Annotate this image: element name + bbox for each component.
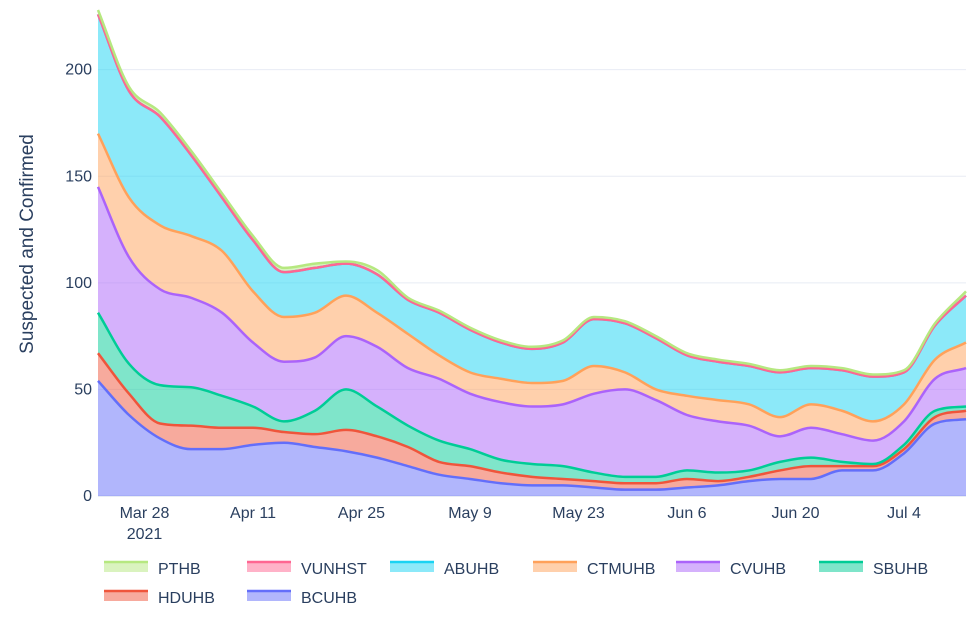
legend: PTHB VUNHST ABUHB CTMUHB CVUHB SBUHB HDUHB BCUH… <box>104 560 928 607</box>
legend-item-sbuhb[interactable]: SBUHB <box>819 560 928 578</box>
legend-item-ctmuhb[interactable]: CTMUHB <box>533 560 655 578</box>
legend-label: PTHB <box>158 561 201 578</box>
line-pthb <box>96 9 967 376</box>
legend-item-cvuhb[interactable]: CVUHB <box>676 560 786 578</box>
line-hduhb <box>97 352 967 485</box>
legend-swatch-fill <box>533 562 577 572</box>
y-tick-label: 100 <box>65 275 92 292</box>
line-vunhst <box>96 13 967 378</box>
x-tick-label: Apr 11 <box>230 505 276 522</box>
line-layer <box>96 9 967 491</box>
legend-item-bcuhb[interactable]: BCUHB <box>247 589 357 607</box>
legend-label: HDUHB <box>158 590 215 607</box>
y-tick-label: 200 <box>65 62 92 79</box>
line-cvuhb <box>96 186 967 442</box>
legend-swatch-fill <box>676 562 720 572</box>
area-layer <box>98 10 966 496</box>
legend-swatch-fill <box>104 562 148 572</box>
x-tick-label: May 9 <box>448 505 492 522</box>
legend-item-abuhb[interactable]: ABUHB <box>390 560 499 578</box>
area-bcuhb <box>98 380 966 496</box>
x-tick-label: Jul 4 <box>887 505 921 522</box>
legend-swatch-fill <box>247 591 291 601</box>
area-abuhb <box>98 14 966 422</box>
legend-label: SBUHB <box>873 561 928 578</box>
line-sbuhb <box>96 312 967 479</box>
line-ctmuhb <box>96 133 967 423</box>
x-tick-label: Jun 20 <box>771 505 819 522</box>
legend-item-pthb[interactable]: PTHB <box>104 560 201 578</box>
y-tick-label: 50 <box>74 381 92 398</box>
legend-label: ABUHB <box>444 561 499 578</box>
x-tick-sublabel: 2021 <box>127 526 163 543</box>
line-bcuhb <box>97 380 967 491</box>
legend-item-vunhst[interactable]: VUNHST <box>247 560 367 578</box>
legend-item-hduhb[interactable]: HDUHB <box>104 589 215 607</box>
x-tick-label: Apr 25 <box>338 505 385 522</box>
y-axis-title: Suspected and Confirmed <box>17 134 38 354</box>
legend-label: VUNHST <box>301 561 367 578</box>
area-cvuhb <box>98 186 966 477</box>
x-axis-ticks: Mar 28 2021 Apr 11 Apr 25 May 9 May 23 Jun 6 Ju… <box>120 505 921 543</box>
legend-label: BCUHB <box>301 590 357 607</box>
legend-swatch-fill <box>819 562 863 572</box>
legend-swatch-fill <box>104 591 148 601</box>
x-tick-label: Mar 28 <box>120 505 170 522</box>
y-axis-ticks: 0 50 100 150 200 <box>65 62 92 505</box>
y-tick-label: 0 <box>83 488 92 505</box>
legend-swatch-fill <box>247 562 291 572</box>
y-tick-label: 150 <box>65 168 92 185</box>
legend-label: CTMUHB <box>587 561 655 578</box>
legend-swatch-fill <box>390 562 434 572</box>
x-tick-label: May 23 <box>552 505 605 522</box>
legend-label: CVUHB <box>730 561 786 578</box>
x-tick-label: Jun 6 <box>667 505 706 522</box>
